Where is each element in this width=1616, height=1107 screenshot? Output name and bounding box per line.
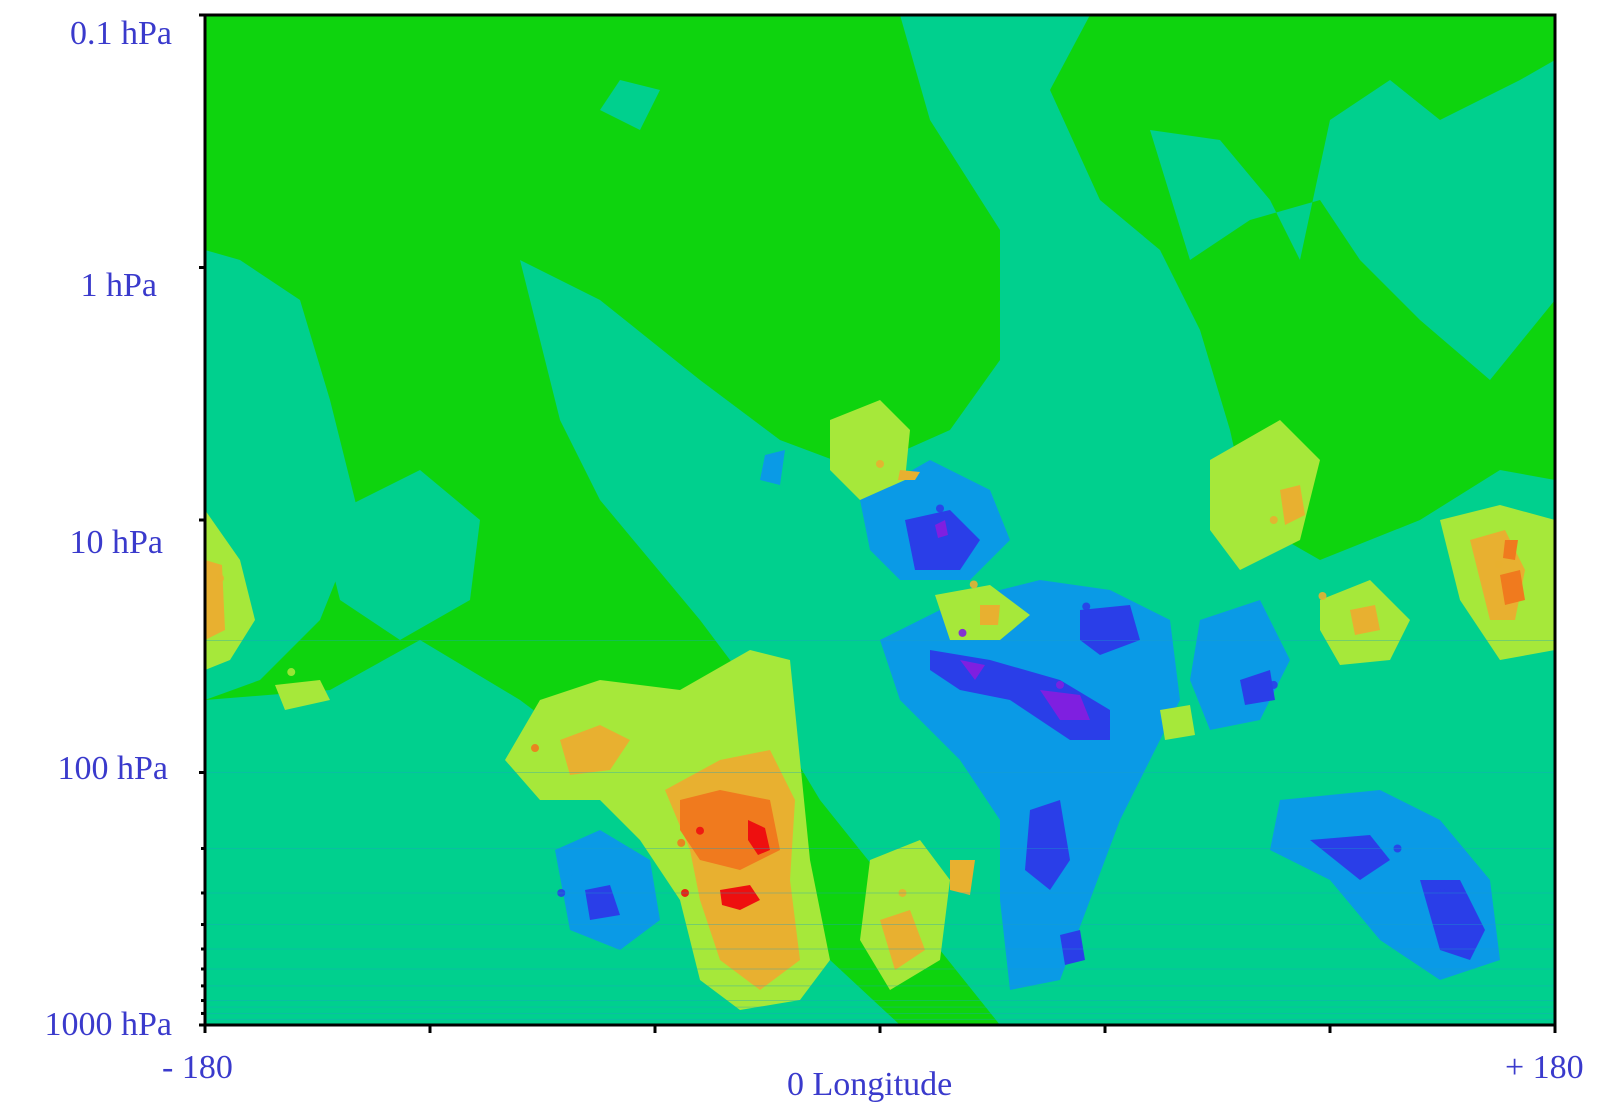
purple-spot-1 — [960, 660, 985, 680]
feature-point-20 — [1438, 888, 1447, 897]
feature-point-12 — [1056, 680, 1064, 689]
blue-region-7 — [585, 885, 620, 920]
dark-orange-region-2 — [1503, 540, 1518, 560]
feature-point-19 — [1494, 560, 1503, 569]
teal-region-5 — [320, 470, 480, 640]
purple-spot-0 — [1040, 690, 1090, 720]
feature-point-21 — [1393, 844, 1402, 853]
feature-point-13 — [1082, 602, 1091, 611]
feature-point-4 — [677, 838, 686, 847]
blue-region-2 — [1080, 605, 1140, 655]
y-tick-label-100: 100 hPa — [57, 750, 169, 787]
blue-region-4 — [1240, 670, 1275, 705]
feature-point-8 — [876, 459, 884, 468]
teal-region-3 — [600, 80, 660, 130]
y-tick-label-10: 10 hPa — [69, 524, 164, 561]
yellow-green-region-2 — [830, 400, 910, 500]
y-tick-label-1: 1 hPa — [80, 267, 158, 304]
feature-point-16 — [1269, 516, 1278, 524]
orange-region-3 — [880, 910, 925, 970]
orange-region-5 — [1280, 485, 1305, 525]
blue-region-5 — [1310, 835, 1390, 880]
feature-point-1 — [287, 668, 296, 677]
y-tick-label-1000: 1000 hPa — [44, 1006, 173, 1043]
x-tick-label-zero: 0 — [787, 1066, 804, 1103]
level-stripes — [205, 639, 1555, 1020]
orange-region-0 — [205, 560, 225, 640]
x-axis-center-label: 0 Longitude — [787, 1065, 952, 1105]
feature-point-11 — [958, 628, 967, 637]
x-tick-label-min: - 180 — [162, 1049, 233, 1086]
y-tick-label-0.1: 0.1 hPa — [70, 15, 172, 52]
feature-point-3 — [564, 868, 573, 877]
purple-spot-2 — [935, 520, 948, 538]
blue-region-6 — [1420, 880, 1485, 960]
red-spot-0 — [748, 820, 770, 855]
feature-point-0 — [216, 574, 224, 583]
contour-fields — [205, 15, 1555, 1025]
orange-region-6 — [1350, 605, 1380, 635]
blue-region-3 — [1025, 800, 1070, 890]
feature-point-10 — [969, 580, 978, 589]
x-axis-ticks — [203, 1025, 1557, 1033]
x-axis-title: Longitude — [812, 1066, 953, 1103]
yellow-green-region-9 — [275, 680, 330, 710]
light-blue-region-5 — [760, 450, 785, 485]
feature-point-15 — [898, 888, 907, 897]
teal-region-1 — [520, 15, 1555, 1025]
blue-region-8 — [1060, 930, 1085, 965]
feature-point-5 — [696, 826, 704, 835]
dark-orange-region-1 — [1500, 570, 1525, 605]
feature-point-2 — [531, 744, 539, 753]
feature-point-9 — [936, 504, 944, 513]
x-tick-label-max: + 180 — [1505, 1049, 1584, 1086]
orange-region-9 — [980, 605, 1000, 625]
feature-point-7 — [557, 888, 566, 897]
orange-region-1 — [560, 725, 630, 775]
red-spot-1 — [720, 885, 760, 910]
feature-point-17 — [1318, 592, 1327, 601]
feature-point-6 — [681, 888, 689, 897]
blue-region-0 — [905, 510, 980, 570]
yellow-green-region-8 — [1160, 705, 1195, 740]
orange-region-4 — [950, 860, 975, 895]
yellow-green-region-4 — [1210, 420, 1320, 570]
teal-region-2 — [1150, 60, 1555, 380]
feature-point-18 — [1269, 680, 1278, 689]
y-axis-ticks — [199, 13, 205, 1027]
feature-point-14 — [1033, 832, 1042, 841]
orange-region-8 — [898, 470, 920, 480]
